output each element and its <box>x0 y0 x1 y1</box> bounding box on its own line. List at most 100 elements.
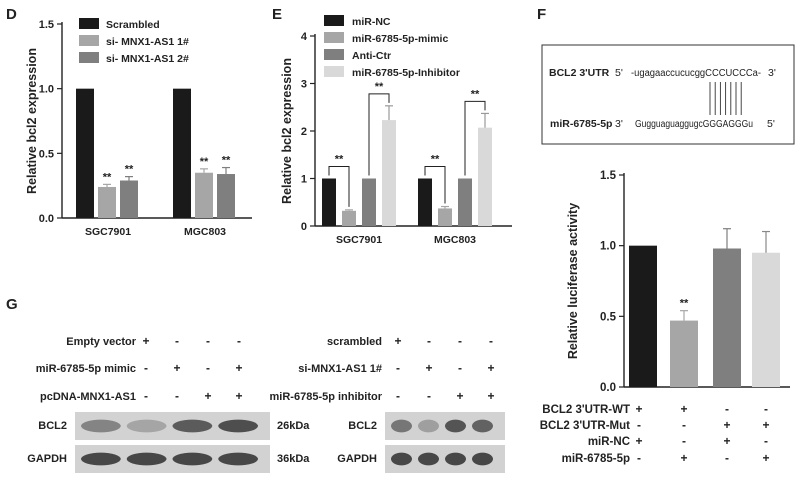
significance-mark: ** <box>680 298 689 310</box>
blot-condition-mark: - <box>489 334 493 348</box>
x-tick-label: SGC7901 <box>336 234 382 246</box>
y-tick-label: 1 <box>301 174 307 186</box>
bar <box>478 127 492 226</box>
legend-label: miR-NC <box>352 16 391 28</box>
blot-band <box>126 452 167 466</box>
condition-mark: + <box>762 451 769 465</box>
seq1-label: BCL2 3'UTR <box>549 67 610 79</box>
bar <box>195 172 213 218</box>
blot-band <box>472 419 493 433</box>
condition-mark: + <box>635 434 642 448</box>
condition-row-label: BCL2 3'UTR-Mut <box>540 420 630 432</box>
bar <box>322 178 336 226</box>
significance-mark: ** <box>200 156 209 168</box>
legend-swatch <box>79 52 99 63</box>
blot-band <box>126 419 167 433</box>
blot-condition-mark: + <box>173 361 180 375</box>
panel-letter-e: E <box>272 6 282 23</box>
condition-mark: + <box>723 418 730 432</box>
legend-label: si- MNX1-AS1 2# <box>106 53 189 65</box>
bar <box>713 248 741 387</box>
bar <box>342 210 356 226</box>
bar <box>458 178 472 226</box>
panel-letter-f: F <box>537 6 546 23</box>
blot-condition-mark: - <box>396 361 400 375</box>
blot-condition-mark: + <box>456 389 463 403</box>
significance-mark: ** <box>103 171 112 183</box>
blot-band <box>418 452 439 466</box>
blot-condition-mark: - <box>458 334 462 348</box>
blot-condition-mark: - <box>175 334 179 348</box>
seq2-sequence: GugguaguaggugcGGGAGGGu <box>635 119 753 130</box>
blot-protein-label: GAPDH <box>27 453 67 465</box>
bar <box>438 208 452 226</box>
blot-protein-label: BCL2 <box>38 420 67 432</box>
bar <box>418 178 432 226</box>
blot-condition-label: scrambled <box>327 336 382 348</box>
blot-condition-mark: - <box>427 334 431 348</box>
y-tick-label: 3 <box>301 79 307 91</box>
condition-mark: + <box>723 434 730 448</box>
luciferase-condition-table: BCL2 3'UTR-WT + + - -BCL2 3'UTR-Mut - - + +miR-N… <box>540 402 770 465</box>
blot-condition-label: miR-6785-5p mimic <box>36 363 136 375</box>
significance-mark: ** <box>222 155 231 167</box>
western-blot-left: Empty vector + - - -miR-6785-5p mimic - + - +pcD… <box>27 334 310 473</box>
x-tick-label: SGC7901 <box>85 226 131 238</box>
bar <box>382 120 396 226</box>
blot-condition-mark: - <box>144 361 148 375</box>
legend-swatch <box>324 49 344 60</box>
blot-band <box>445 419 466 433</box>
blot-condition-mark: + <box>394 334 401 348</box>
blot-condition-mark: - <box>427 389 431 403</box>
bar <box>752 252 780 387</box>
condition-mark: - <box>637 418 641 432</box>
bar <box>670 320 698 387</box>
significance-bracket <box>464 100 486 176</box>
blot-band <box>172 452 213 466</box>
blot-condition-label: miR-6785-5p inhibitor <box>270 391 383 403</box>
bar <box>76 88 94 219</box>
blot-condition-mark: - <box>206 334 210 348</box>
blot-band <box>418 419 439 433</box>
blot-condition-mark: + <box>425 361 432 375</box>
condition-mark: + <box>680 402 687 416</box>
bar <box>173 88 191 219</box>
chart-e: 0 1 2 3 4 Relative bcl2 expression ** ** SGC7901… <box>280 15 512 246</box>
blot-condition-mark: + <box>142 334 149 348</box>
legend-swatch <box>79 18 99 29</box>
blot-condition-label: pcDNA-MNX1-AS1 <box>40 391 136 403</box>
legend-swatch <box>324 32 344 43</box>
y-axis-label: Relative bcl2 expression <box>280 58 294 204</box>
x-tick-label: MGC803 <box>184 226 226 238</box>
blot-band <box>445 452 466 466</box>
blot-protein-label: GAPDH <box>337 453 377 465</box>
blot-condition-mark: - <box>206 361 210 375</box>
blot-condition-mark: + <box>235 361 242 375</box>
blot-band <box>218 419 258 433</box>
legend-label: si- MNX1-AS1 1# <box>106 36 189 48</box>
x-tick-label: MGC803 <box>434 234 476 246</box>
bar <box>629 245 657 387</box>
y-tick-label: 0 <box>301 221 307 233</box>
seq2-5prime: 5' <box>767 118 775 130</box>
condition-mark: - <box>764 402 768 416</box>
condition-mark: - <box>725 402 729 416</box>
significance-bracket <box>328 166 350 207</box>
legend-label: Anti-Ctr <box>352 50 391 62</box>
blot-condition-mark: - <box>144 389 148 403</box>
seq1-3prime: 3' <box>768 67 776 79</box>
western-blot-right: scrambled + - - - si-MNX1-AS1 1# - + - + miR-6785-… <box>270 334 505 473</box>
blot-band <box>172 419 213 433</box>
legend-label: miR-6785-5p-Inhibitor <box>352 67 460 79</box>
condition-mark: - <box>725 451 729 465</box>
blot-condition-mark: + <box>487 361 494 375</box>
condition-row-label: miR-6785-5p <box>562 453 630 465</box>
seq2-3prime: 3' <box>615 118 623 130</box>
significance-mark: ** <box>471 88 480 100</box>
significance-mark: ** <box>335 154 344 166</box>
condition-row-label: BCL2 3'UTR-WT <box>542 404 630 416</box>
condition-mark: - <box>682 418 686 432</box>
significance-mark: ** <box>431 154 440 166</box>
blot-band <box>472 452 493 466</box>
